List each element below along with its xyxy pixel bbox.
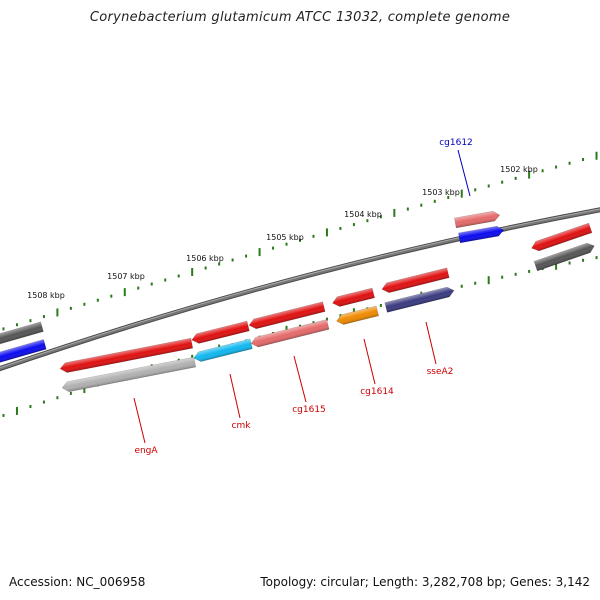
gene-arrow-cmk[interactable]: [193, 338, 253, 363]
gene-arrow-cg1615-red[interactable]: [248, 301, 326, 330]
gene-label-sseA2[interactable]: sseA2: [427, 367, 454, 377]
tick-label: 1504 kbp: [344, 210, 382, 219]
backbone-layer: [0, 207, 600, 372]
tick-label: 1507 kbp: [107, 272, 145, 281]
gene-label-cmk[interactable]: cmk: [232, 421, 252, 431]
gene-arrow-cg1612[interactable]: [454, 210, 501, 229]
genome-summary-text: Topology: circular; Length: 3,282,708 bp…: [260, 575, 590, 589]
gene-arrow-right-red[interactable]: [530, 222, 593, 253]
gene-layer: [0, 210, 596, 393]
genome-backbone: [0, 208, 600, 371]
gene-arrow-right-blue[interactable]: [458, 225, 505, 244]
leader-line-cmk: [229, 373, 241, 419]
gene-label-cg1614[interactable]: cg1614: [360, 387, 394, 397]
gene-arrow-engA-red[interactable]: [59, 337, 194, 373]
leader-line-cg1615: [293, 355, 307, 403]
gene-arrow-sseA2[interactable]: [381, 267, 450, 294]
tick-label: 1502 kbp: [500, 165, 538, 174]
gene-arrow-cg1614[interactable]: [335, 305, 379, 326]
tick-label: 1503 kbp: [422, 188, 460, 197]
leader-line-engA: [133, 397, 146, 444]
gene-arrow-cg1614-red[interactable]: [331, 287, 375, 308]
leader-line-sseA2: [425, 321, 437, 365]
map-title: Corynebacterium glutamicum ATCC 13032, c…: [89, 10, 511, 25]
tick-label: 1506 kbp: [186, 254, 224, 263]
leader-line-cg1614: [363, 338, 376, 385]
gene-arrow-cg1615[interactable]: [250, 319, 330, 349]
gene-label-engA[interactable]: engA: [134, 446, 158, 456]
backbone-highlight: [0, 208, 600, 369]
gene-label-cg1615[interactable]: cg1615: [292, 405, 326, 415]
gene-arrow-sseA2-dup[interactable]: [384, 286, 455, 313]
accession-text: Accession: NC_006958: [9, 575, 146, 589]
gene-arrow-left-gray[interactable]: [0, 321, 44, 346]
gene-label-cg1612[interactable]: cg1612: [439, 138, 473, 148]
label-layer: cg1612 sseA2 cg1614 cg1615 cmk engA: [133, 138, 473, 456]
gene-arrow-engA[interactable]: [61, 356, 197, 393]
gene-arrow-left-blue[interactable]: [0, 339, 47, 364]
gene-arrow-cmk-red[interactable]: [191, 320, 250, 345]
gene-arrow-right-gray[interactable]: [533, 241, 596, 272]
tick-label: 1508 kbp: [27, 291, 65, 300]
leader-line-cg1612: [457, 149, 471, 197]
tick-label: 1505 kbp: [266, 233, 304, 242]
